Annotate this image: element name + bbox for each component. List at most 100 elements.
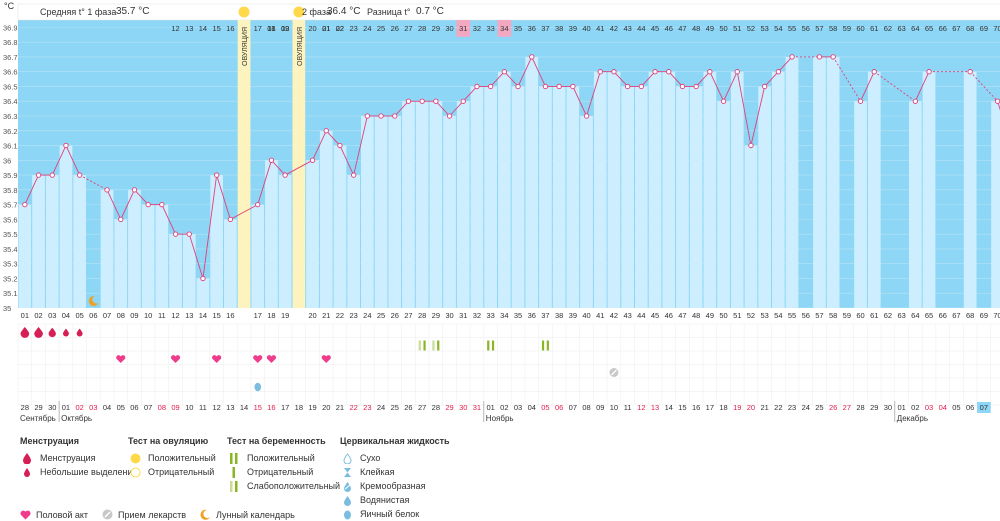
temperature-bar: [265, 160, 278, 308]
y-tick-label: 36.3: [3, 112, 18, 121]
y-tick-label: 36.9: [3, 23, 18, 32]
temperature-line-segment: [641, 71, 656, 87]
calendar-date-label: 23: [788, 403, 796, 412]
legend-pregnancy-test: Тест на беременность Положительный Отриц…: [227, 436, 340, 493]
cycle-day-top-label: 53: [760, 24, 768, 33]
today-highlight: [977, 402, 991, 413]
calendar-date-label: 19: [733, 403, 741, 412]
temperature-bar: [347, 175, 360, 308]
temperature-line-segment: [695, 71, 711, 87]
calendar-date-label: 28: [21, 403, 29, 412]
calendar-date-label: 02: [500, 403, 508, 412]
temperature-bar: [635, 86, 648, 308]
pregnancy-test-icon: [437, 340, 440, 351]
cycle-day-label: 03: [48, 311, 56, 320]
temperature-point: [775, 69, 781, 75]
temperature-bar: [580, 116, 593, 308]
temperature-point: [337, 142, 343, 149]
temperature-line-segment: [586, 71, 601, 117]
pregnancy-test-icon: [432, 340, 435, 351]
cycle-day-top-label: 68: [966, 24, 974, 33]
legend-item: Яичный белок: [340, 507, 450, 521]
ovulation-dot: [238, 6, 250, 18]
cycle-day-label: 19: [281, 311, 289, 320]
cycle-day-top-label: 27: [404, 24, 412, 33]
pregnancy-test-icon: [491, 340, 495, 351]
cycle-day-label: 02: [34, 311, 42, 320]
calendar-date-label: 29: [445, 403, 453, 412]
cycle-day-label: 65: [925, 311, 933, 320]
cycle-day-top-label: 49: [706, 24, 714, 33]
temperature-point: [762, 83, 768, 90]
legend-title: Тест на овуляцию: [128, 436, 209, 446]
diff-value: 0.7 °С: [416, 6, 444, 17]
temperature-bar: [826, 56, 840, 308]
temperature-point: [49, 172, 55, 178]
ovulation-day-label: 01: [322, 24, 330, 33]
temperature-bar: [552, 86, 566, 308]
temperature-bar: [210, 175, 223, 308]
temperature-point: [104, 187, 110, 193]
temperature-bar: [703, 71, 717, 308]
cycle-day-label: 57: [815, 311, 823, 320]
cycle-day-top-label: 41: [596, 24, 604, 33]
cycle-day-label: 22: [336, 311, 344, 320]
temperature-bar: [73, 175, 86, 308]
temperature-bar: [443, 116, 456, 308]
temperature-line-segment: [504, 71, 519, 87]
y-tick-label: 35.8: [3, 186, 18, 195]
temperature-point: [77, 172, 83, 178]
calendar-date-label: 05: [952, 403, 960, 412]
temperature-line-segment: [339, 145, 355, 176]
cycle-day-top-label: 44: [637, 24, 645, 33]
calendar-date-label: 11: [624, 403, 632, 412]
calendar-date-label: 22: [774, 403, 782, 412]
positive-ovulation-icon: [128, 452, 142, 464]
cycle-day-top-label: 20: [308, 24, 316, 33]
legend-item: Менструация: [20, 451, 137, 465]
cycle-day-label: 45: [651, 311, 659, 320]
legend-title: Менструация: [20, 436, 79, 446]
cycle-day-top-label: 50: [719, 24, 727, 33]
calendar-date-label: 08: [582, 403, 590, 412]
temperature-point: [830, 54, 836, 60]
cycle-day-top-label: 47: [678, 24, 686, 33]
calendar-date-label: 06: [555, 403, 563, 412]
cycle-day-top-label: 16: [226, 24, 234, 33]
cycle-day-label: 28: [418, 311, 426, 320]
temperature-line-segment: [462, 86, 478, 102]
moon-icon: [200, 509, 211, 520]
calendar-date-label: 05: [541, 403, 549, 412]
calendar-date-label: 28: [856, 403, 864, 412]
temperature-bar: [361, 116, 374, 308]
cycle-day-label: 40: [582, 311, 590, 320]
calendar-date-label: 03: [514, 403, 522, 412]
y-tick-label: 36.7: [3, 53, 18, 62]
calendar-date-label: 18: [295, 403, 303, 412]
temperature-line-segment: [271, 160, 286, 176]
cycle-day-top-label: 55: [788, 24, 796, 33]
temperature-point: [734, 69, 740, 75]
calendar-date-label: 30: [48, 403, 56, 412]
y-tick-label: 35: [3, 304, 11, 313]
calendar-date-label: 19: [308, 403, 316, 412]
calendar-date-label: 02: [75, 403, 83, 412]
y-tick-label: 35.1: [3, 289, 18, 298]
bottom-legend: Половой акт Прием лекарств Лунный календ…: [20, 509, 309, 520]
cycle-day-label: 61: [870, 311, 878, 320]
temperature-bar: [100, 189, 114, 308]
temperature-bar: [319, 130, 333, 308]
calendar-date-label: 28: [432, 403, 440, 412]
cycle-day-label: 39: [569, 311, 577, 320]
ovulation-day-label: 02: [336, 24, 344, 33]
calendar-date-label: 01: [897, 403, 905, 412]
cycle-day-label: 34: [500, 311, 508, 320]
pregnancy-test-icon: [418, 340, 421, 351]
temperature-point: [515, 83, 521, 90]
highlight-cell: [456, 20, 471, 37]
cycle-day-top-label: 33: [486, 24, 494, 33]
calendar-date-label: 12: [212, 403, 220, 412]
y-tick-label: 35.7: [3, 201, 18, 210]
cycle-day-label: 38: [555, 311, 563, 320]
temperature-bar: [689, 86, 703, 308]
